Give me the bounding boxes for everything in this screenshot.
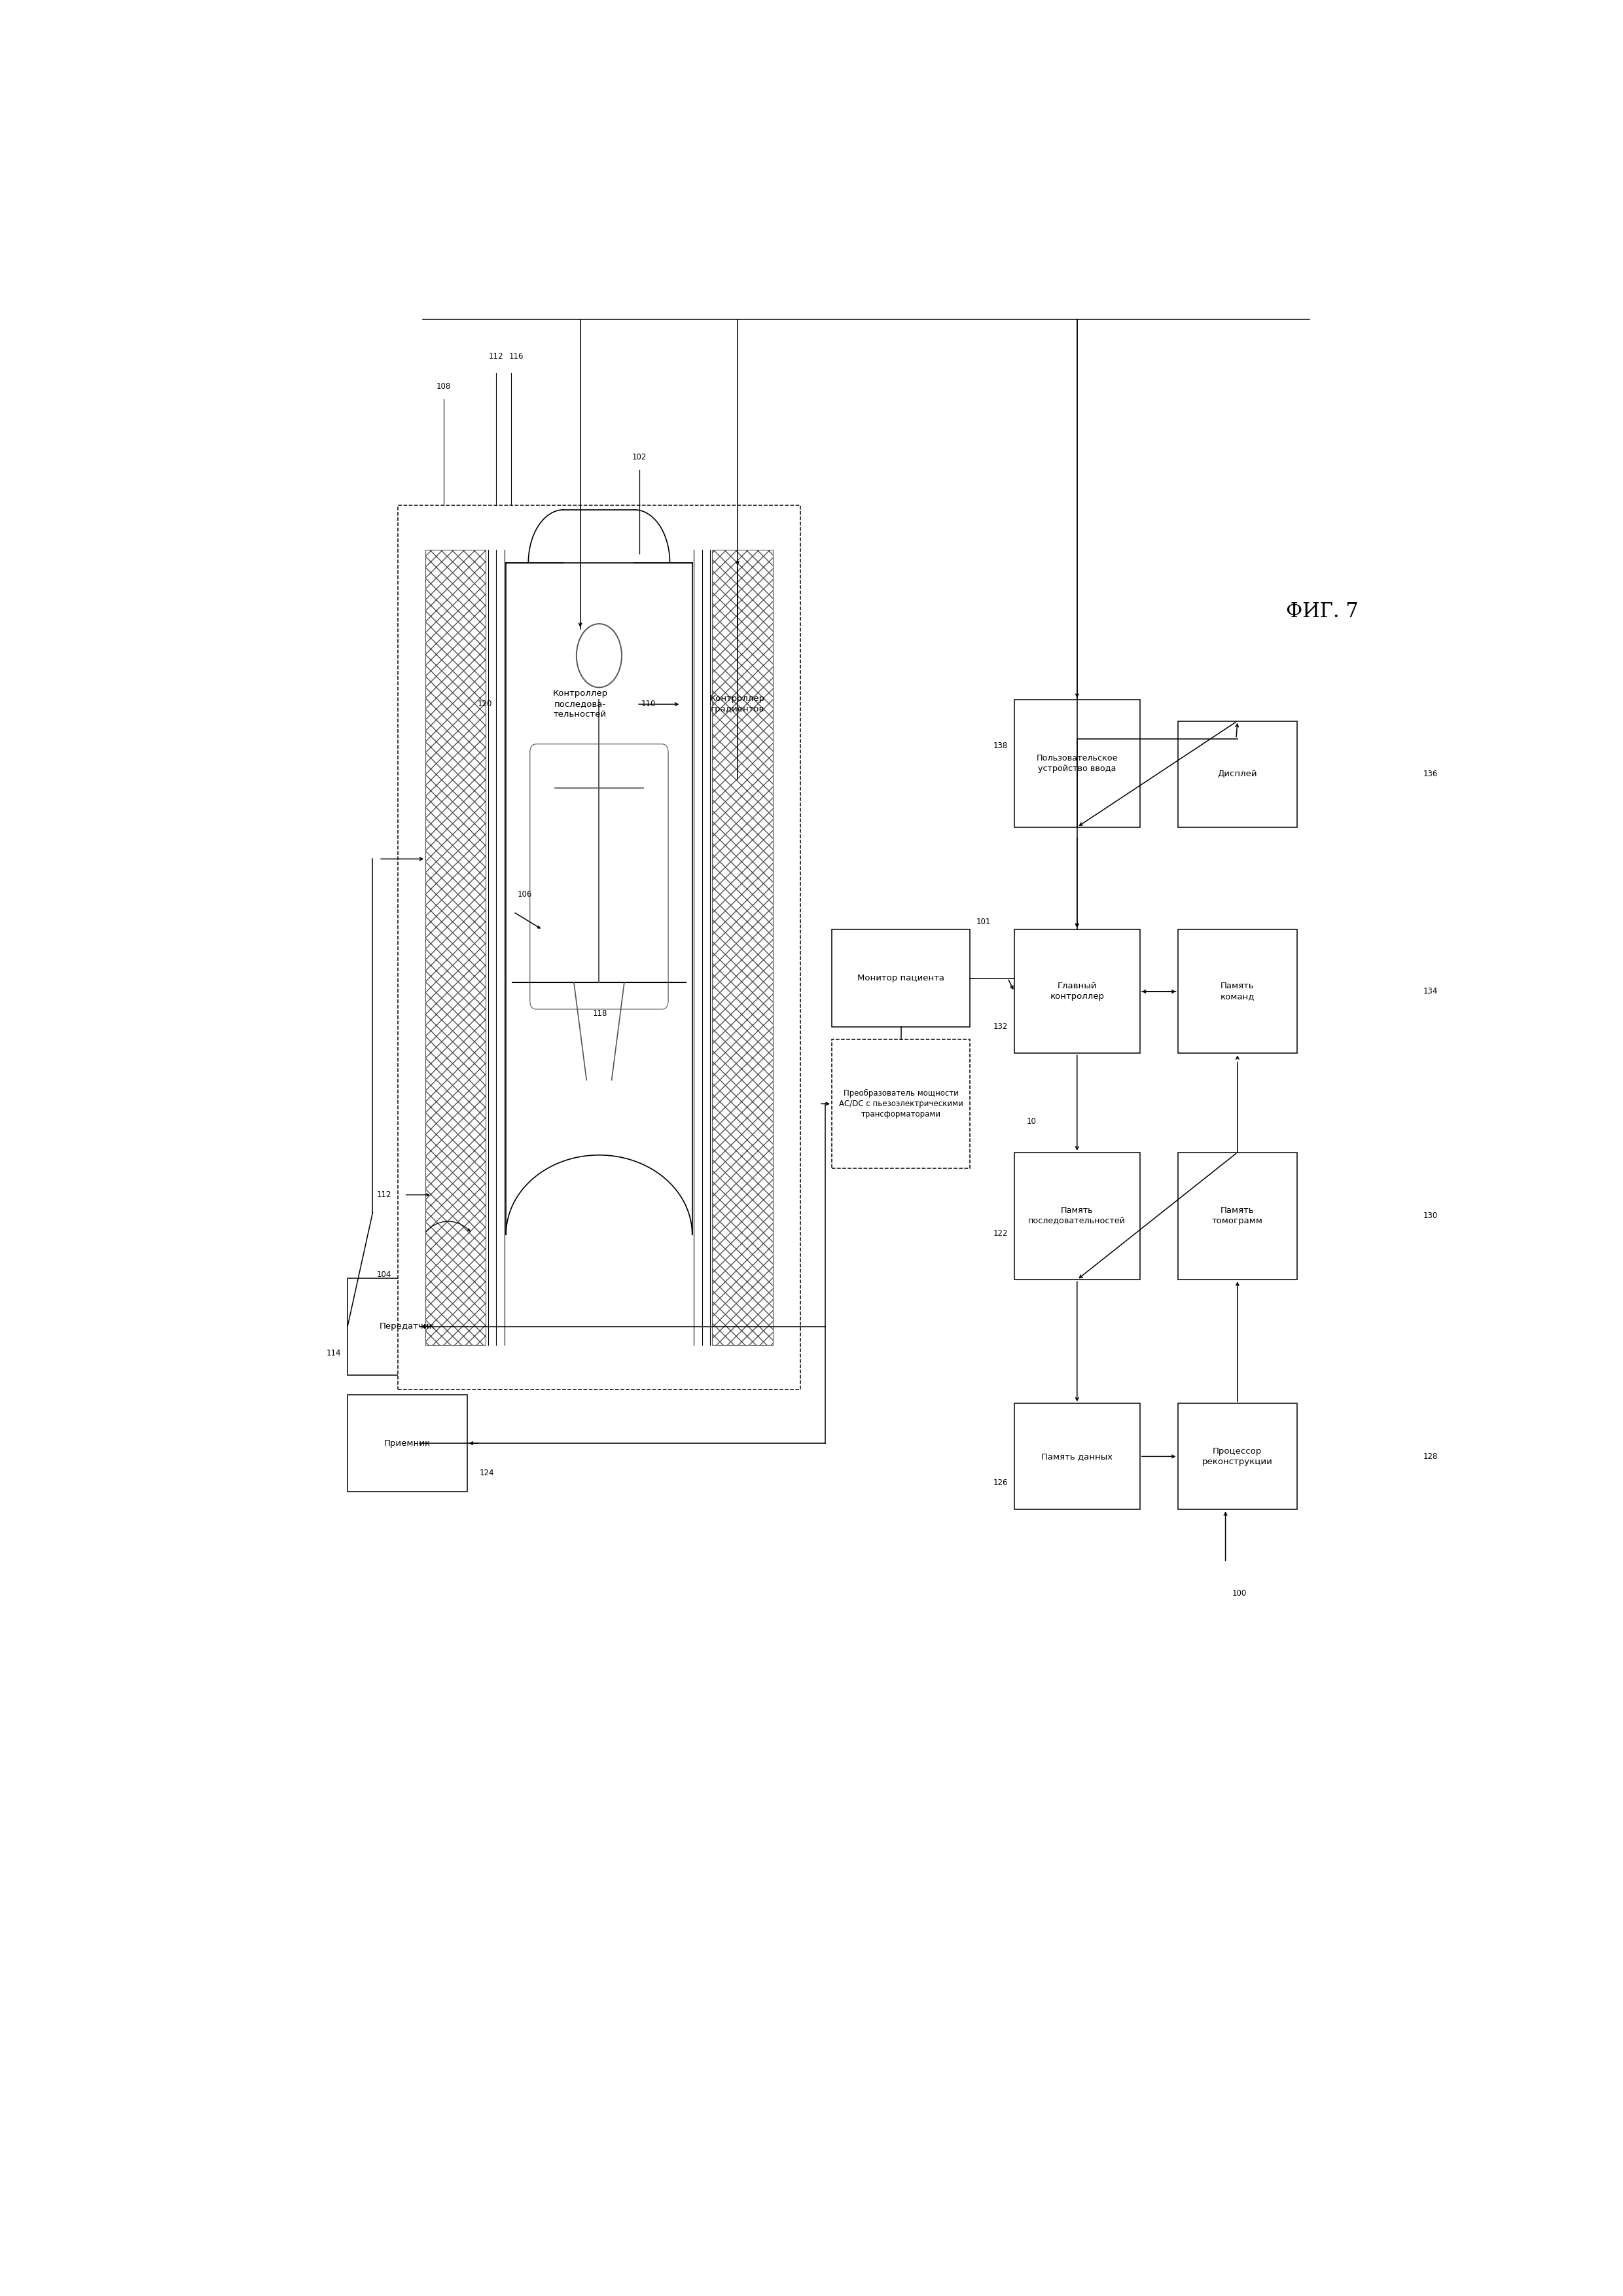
- FancyBboxPatch shape: [1178, 1153, 1297, 1279]
- FancyBboxPatch shape: [1178, 1403, 1297, 1508]
- Text: Приемник: Приемник: [385, 1440, 430, 1446]
- FancyBboxPatch shape: [347, 1394, 467, 1492]
- Text: Преобразователь мощности
АС/DC с пьезоэлектрическими
трансформаторами: Преобразователь мощности АС/DC с пьезоэл…: [839, 1088, 962, 1118]
- Text: 122: 122: [993, 1228, 1008, 1238]
- Text: 116: 116: [508, 351, 524, 360]
- Text: Главный
контроллер: Главный контроллер: [1050, 983, 1104, 1001]
- Text: ФИГ. 7: ФИГ. 7: [1285, 602, 1358, 622]
- Text: Память
томограмм: Память томограмм: [1212, 1208, 1263, 1226]
- Text: Монитор пациента: Монитор пациента: [857, 974, 945, 983]
- Text: 132: 132: [993, 1022, 1008, 1031]
- Text: 134: 134: [1423, 987, 1438, 996]
- FancyBboxPatch shape: [1178, 721, 1297, 827]
- Text: 102: 102: [631, 452, 646, 461]
- FancyBboxPatch shape: [524, 629, 636, 778]
- FancyBboxPatch shape: [831, 930, 971, 1026]
- FancyBboxPatch shape: [1014, 700, 1139, 827]
- FancyBboxPatch shape: [831, 1040, 971, 1169]
- Text: 104: 104: [377, 1270, 391, 1279]
- FancyBboxPatch shape: [398, 505, 800, 1389]
- FancyBboxPatch shape: [1014, 1403, 1139, 1508]
- Text: Пользовательское
устройство ввода: Пользовательское устройство ввода: [1037, 753, 1118, 774]
- Text: 126: 126: [993, 1479, 1008, 1488]
- Text: 120: 120: [477, 700, 492, 709]
- Text: 112: 112: [489, 351, 503, 360]
- Text: 110: 110: [641, 700, 656, 709]
- Text: 106: 106: [518, 891, 532, 898]
- Text: Передатчик: Передатчик: [380, 1322, 435, 1332]
- FancyBboxPatch shape: [1014, 1153, 1139, 1279]
- Text: Память
последовательностей: Память последовательностей: [1029, 1208, 1126, 1226]
- Text: 101: 101: [977, 918, 992, 925]
- Text: 108: 108: [437, 381, 451, 390]
- Text: 138: 138: [993, 742, 1008, 751]
- Text: 100: 100: [1232, 1589, 1246, 1598]
- FancyBboxPatch shape: [1178, 930, 1297, 1054]
- Text: 128: 128: [1423, 1453, 1438, 1460]
- Text: 136: 136: [1423, 769, 1438, 778]
- Text: 118: 118: [592, 1010, 607, 1017]
- FancyBboxPatch shape: [682, 629, 794, 778]
- Text: 130: 130: [1423, 1212, 1438, 1219]
- Text: 112: 112: [377, 1192, 391, 1199]
- Text: Контроллер
градиентов: Контроллер градиентов: [709, 696, 764, 714]
- FancyBboxPatch shape: [347, 1279, 467, 1375]
- Text: Процессор
реконструкции: Процессор реконструкции: [1203, 1446, 1272, 1465]
- Text: Память данных: Память данных: [1042, 1453, 1113, 1460]
- Text: 10: 10: [1027, 1118, 1037, 1125]
- Text: Дисплей: Дисплей: [1217, 769, 1258, 778]
- FancyBboxPatch shape: [1014, 930, 1139, 1054]
- Text: 124: 124: [480, 1469, 495, 1479]
- Text: Память
команд: Память команд: [1220, 983, 1255, 1001]
- Text: 114: 114: [326, 1348, 341, 1357]
- Text: Контроллер
последова-
тельностей: Контроллер последова- тельностей: [553, 689, 607, 719]
